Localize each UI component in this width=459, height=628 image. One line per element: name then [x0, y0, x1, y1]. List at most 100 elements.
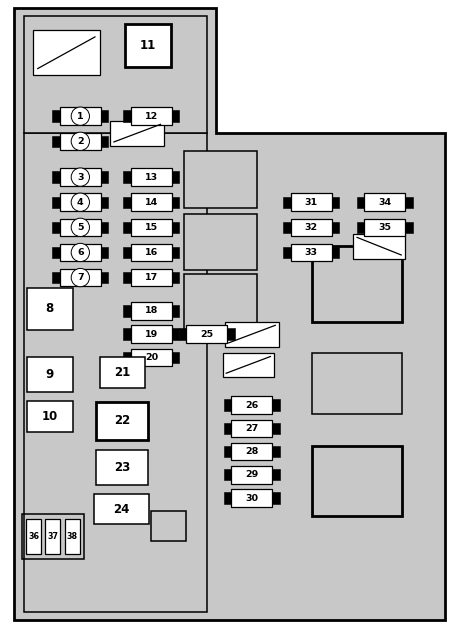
Text: 4: 4	[77, 198, 84, 207]
Circle shape	[71, 268, 90, 287]
Circle shape	[71, 132, 90, 151]
Bar	[225, 322, 279, 347]
Bar	[172, 247, 179, 258]
Text: 28: 28	[245, 447, 258, 456]
Bar	[60, 269, 101, 286]
Bar	[312, 246, 402, 322]
Bar	[52, 247, 60, 258]
Bar	[52, 222, 60, 233]
Circle shape	[71, 107, 90, 126]
Bar	[272, 492, 280, 504]
Bar	[27, 357, 73, 392]
Bar	[101, 222, 108, 233]
Bar	[224, 469, 231, 480]
Text: 37: 37	[47, 532, 58, 541]
Bar	[224, 399, 231, 411]
Text: 1: 1	[77, 112, 84, 121]
Bar	[123, 222, 131, 233]
Text: 9: 9	[45, 368, 54, 381]
Bar	[52, 171, 60, 183]
Bar	[224, 492, 231, 504]
Bar	[151, 511, 186, 541]
Bar	[332, 197, 339, 208]
Bar	[33, 30, 100, 75]
Bar	[110, 121, 164, 146]
Bar	[131, 193, 172, 211]
Text: 8: 8	[45, 303, 54, 315]
Bar	[283, 197, 291, 208]
Circle shape	[71, 218, 90, 237]
Bar	[172, 197, 179, 208]
Bar	[184, 151, 257, 208]
Bar	[223, 353, 274, 377]
Bar	[291, 244, 332, 261]
Text: 6: 6	[77, 248, 84, 257]
Bar	[131, 302, 172, 320]
Bar	[60, 168, 101, 186]
Text: 36: 36	[28, 532, 39, 541]
Bar	[172, 171, 179, 183]
Bar	[123, 328, 131, 340]
Text: 27: 27	[245, 424, 258, 433]
Bar	[125, 24, 171, 67]
Bar	[27, 401, 73, 432]
Bar	[27, 288, 73, 330]
Bar	[405, 197, 413, 208]
Bar	[26, 519, 41, 554]
Bar	[52, 272, 60, 283]
Bar	[186, 325, 227, 343]
Bar	[94, 494, 149, 524]
Bar	[96, 402, 148, 440]
Text: 31: 31	[305, 198, 318, 207]
Bar	[231, 396, 272, 414]
Bar	[312, 446, 402, 516]
Bar	[231, 489, 272, 507]
Bar	[172, 305, 179, 317]
Text: 22: 22	[114, 414, 130, 427]
Bar	[60, 133, 101, 150]
Bar	[179, 328, 186, 340]
Bar	[123, 247, 131, 258]
Bar	[224, 446, 231, 457]
Bar	[364, 193, 405, 211]
Text: 11: 11	[140, 40, 156, 52]
Text: 17: 17	[145, 273, 158, 282]
Bar	[184, 274, 257, 330]
Bar	[52, 197, 60, 208]
Bar	[131, 244, 172, 261]
Bar	[172, 352, 179, 363]
Bar	[131, 325, 172, 343]
Bar	[131, 269, 172, 286]
Text: 35: 35	[378, 223, 391, 232]
Text: 3: 3	[77, 173, 84, 181]
Text: 18: 18	[145, 306, 158, 315]
Bar	[101, 272, 108, 283]
Text: 34: 34	[378, 198, 391, 207]
Bar	[123, 272, 131, 283]
Bar	[101, 136, 108, 147]
Text: 21: 21	[114, 366, 131, 379]
Text: 5: 5	[77, 223, 84, 232]
Bar	[172, 272, 179, 283]
Polygon shape	[24, 16, 207, 133]
Bar	[332, 247, 339, 258]
Bar	[52, 136, 60, 147]
Text: 7: 7	[77, 273, 84, 282]
Bar	[291, 193, 332, 211]
Bar	[96, 450, 148, 485]
Bar	[231, 420, 272, 437]
Bar	[52, 111, 60, 122]
Polygon shape	[24, 133, 207, 612]
Bar	[364, 219, 405, 236]
Text: 16: 16	[145, 248, 158, 257]
Bar	[131, 107, 172, 125]
Text: 25: 25	[200, 330, 213, 338]
Text: 30: 30	[245, 494, 258, 502]
Bar	[272, 446, 280, 457]
Bar	[101, 197, 108, 208]
Polygon shape	[14, 8, 445, 620]
Bar	[312, 353, 402, 414]
Text: 26: 26	[245, 401, 258, 409]
Text: 12: 12	[145, 112, 158, 121]
Bar	[332, 222, 339, 233]
